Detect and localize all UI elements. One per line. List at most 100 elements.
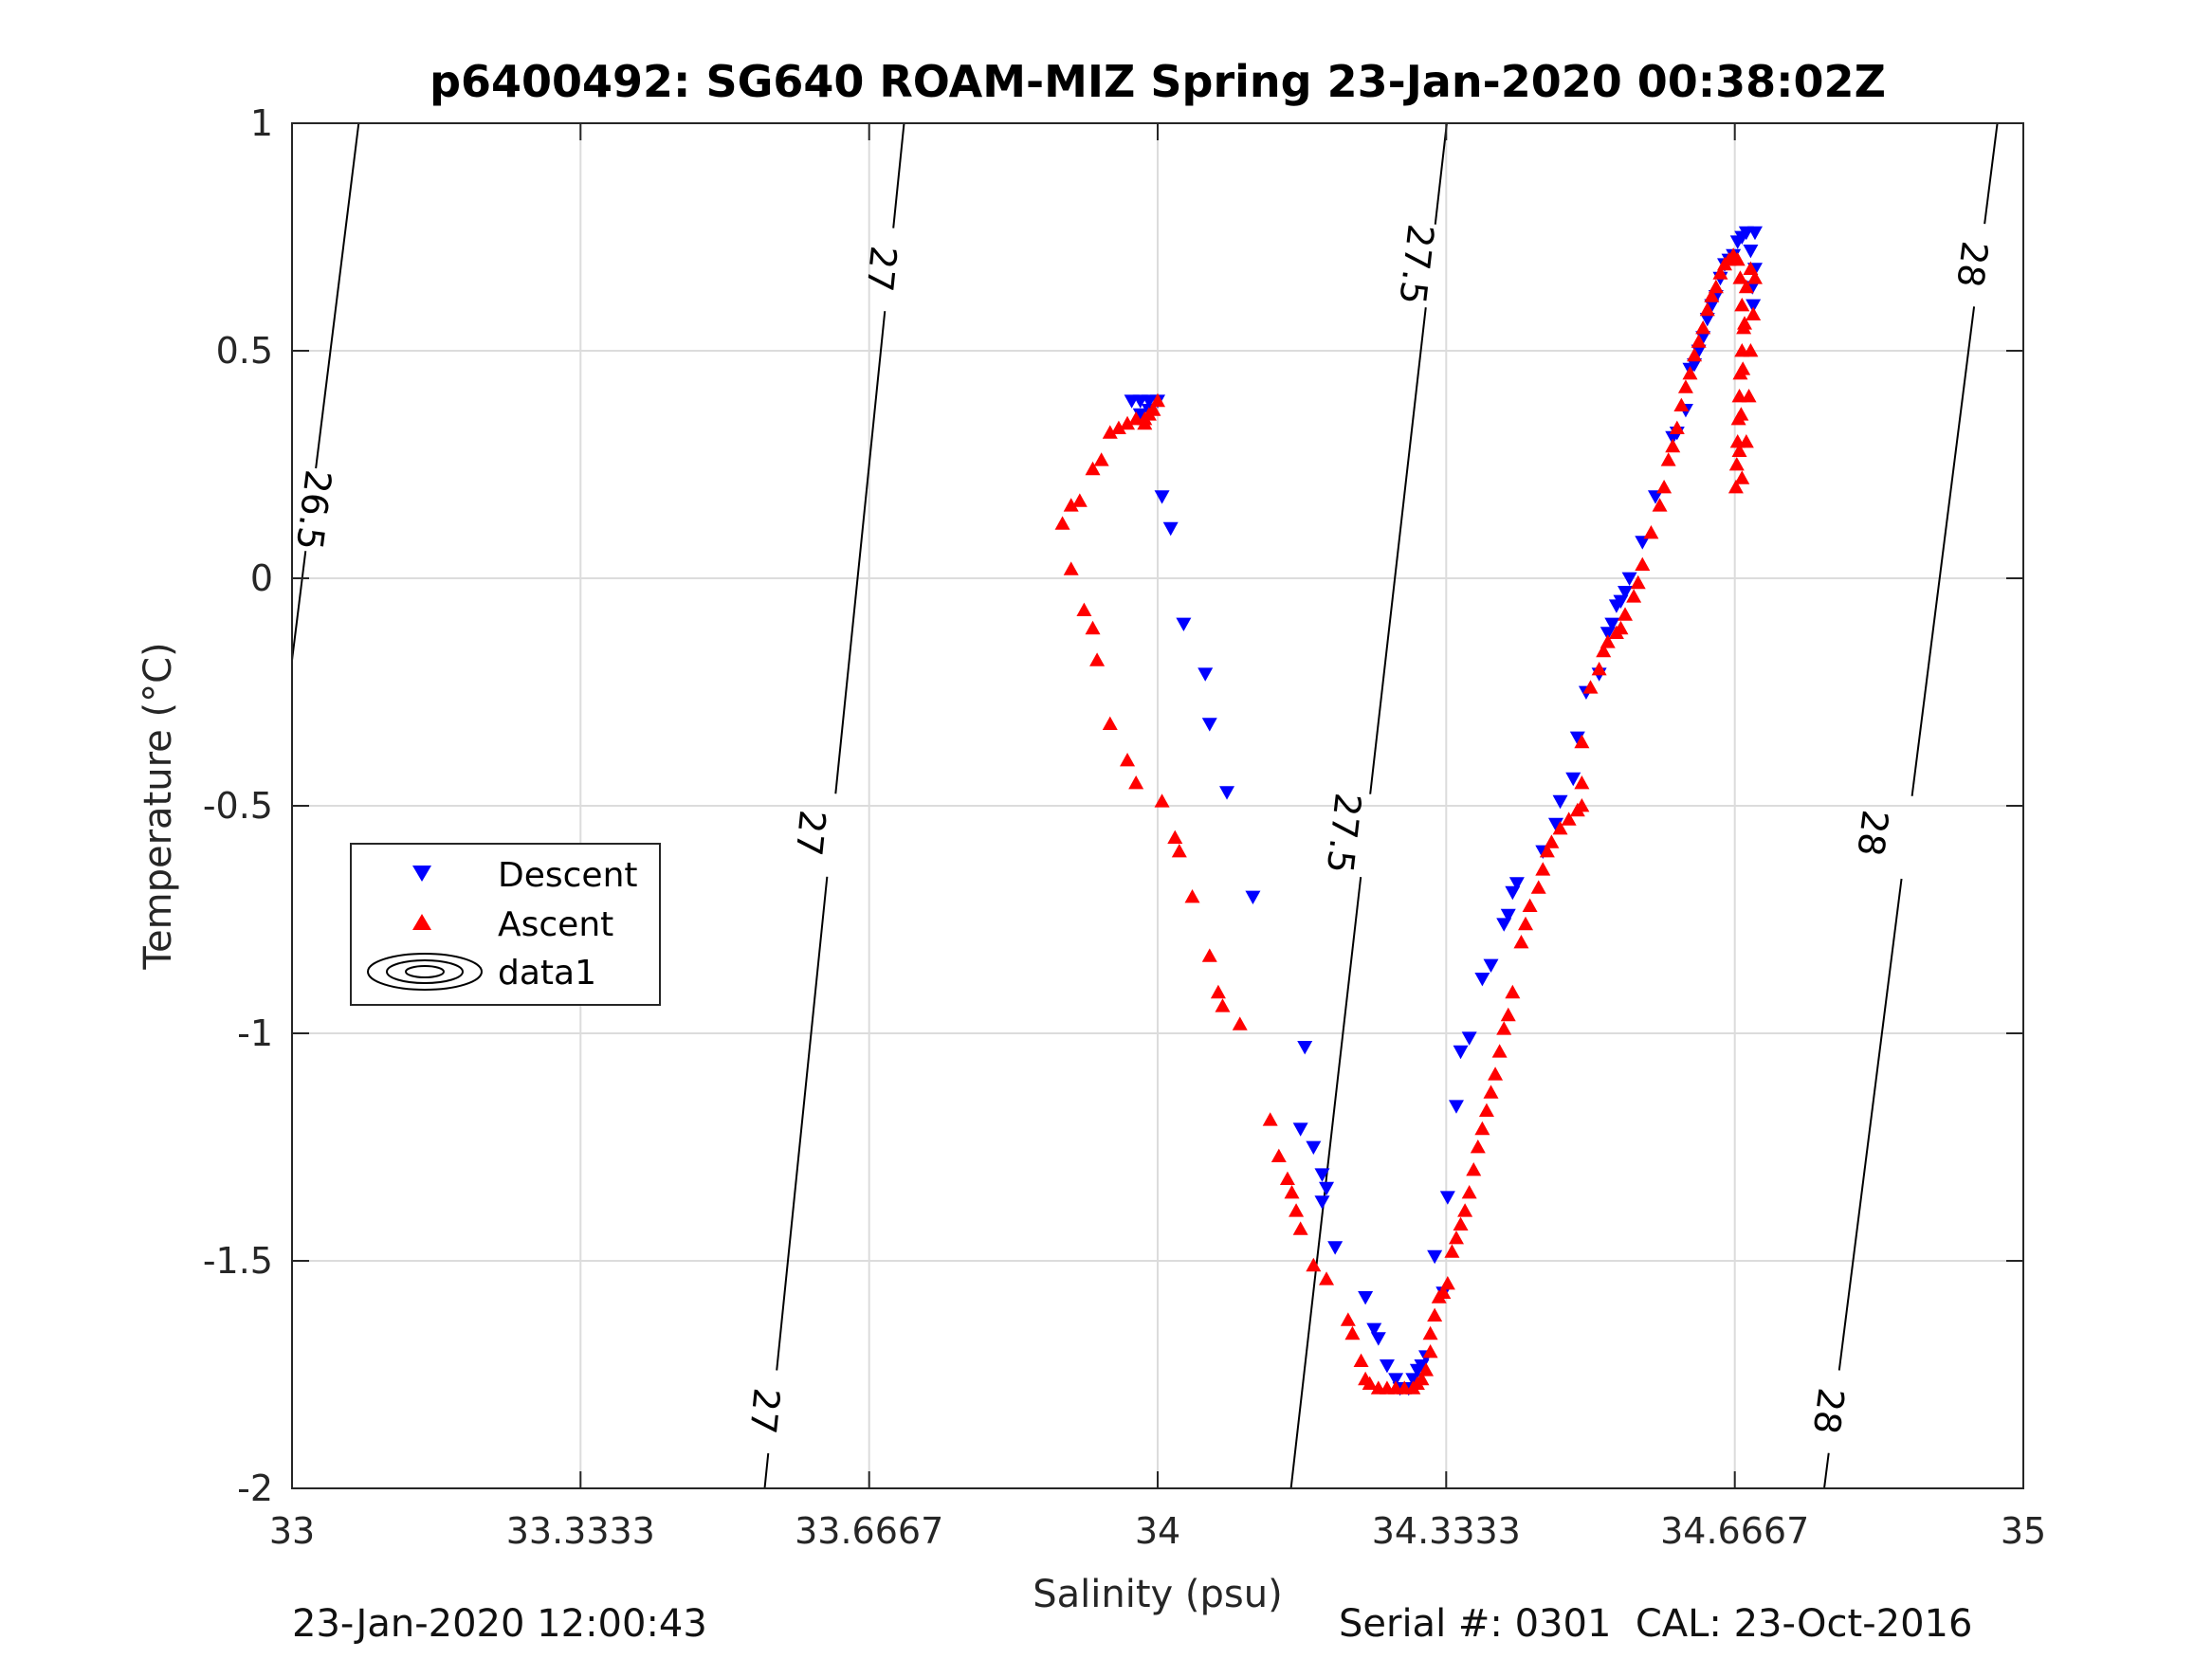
descent-point	[1618, 586, 1634, 600]
ascent-point	[1453, 1216, 1469, 1231]
descent-point	[1474, 973, 1490, 987]
descent-point	[1201, 718, 1217, 732]
isopycnal-line	[776, 876, 829, 1371]
isopycnal-line	[834, 311, 887, 794]
ascent-point	[1089, 652, 1106, 666]
ascent-point	[1695, 320, 1711, 335]
y-tick-label: 0.5	[216, 330, 273, 372]
descent-point	[1314, 1195, 1330, 1210]
ascent-point	[1232, 1016, 1248, 1030]
descent-point	[1219, 786, 1235, 800]
ascent-point	[1539, 844, 1555, 858]
ascent-point	[1284, 1185, 1300, 1199]
isopycnal-label: 27.5	[1391, 222, 1441, 306]
ascent-point	[1150, 392, 1165, 408]
descent-point	[1132, 408, 1148, 423]
ascent-point	[1691, 334, 1707, 348]
density-contours: 26.5 27 27 27 27.5 27.5 28 28 28	[288, 122, 1999, 1489]
ascent-point	[1544, 834, 1560, 848]
ascent-point	[1652, 498, 1668, 512]
ascent-point	[1071, 493, 1088, 507]
descent-point	[1427, 1249, 1443, 1265]
ascent-point	[1427, 1307, 1443, 1322]
isopycnal-line	[1983, 122, 1999, 225]
ascent-point	[1731, 389, 1747, 403]
ascent-point	[1483, 1085, 1499, 1099]
descent-point	[1647, 490, 1663, 504]
ascent-point	[1535, 862, 1551, 876]
y-tick-label: -2	[237, 1468, 273, 1509]
descent-point	[1388, 1373, 1404, 1387]
descent-point	[1508, 877, 1525, 891]
ascent-point	[1708, 279, 1724, 294]
isopycnal-line	[1823, 1452, 1830, 1489]
isopycnal-label: 27	[858, 244, 905, 294]
ascent-point	[1574, 798, 1590, 812]
ascent-point	[1110, 420, 1126, 434]
ascent-point	[1063, 561, 1079, 575]
descent-point	[1695, 331, 1711, 345]
x-tick-label: 33.3333	[506, 1510, 655, 1552]
ascent-point	[1279, 1171, 1295, 1185]
ascent-point	[1422, 1325, 1438, 1340]
ascent-point	[1466, 1162, 1482, 1176]
footer-serial-cal: Serial #: 0301 CAL: 23-Oct-2016	[1339, 1602, 1973, 1646]
ascent-point	[1500, 1007, 1516, 1022]
descent-point	[1621, 572, 1637, 586]
ascent-point	[1128, 775, 1144, 790]
ascent-point	[1669, 420, 1685, 434]
y-axis-label: Temperature (°C)	[137, 642, 180, 970]
descent-point	[1565, 772, 1581, 787]
ascent-point	[1491, 1044, 1508, 1058]
descent-point	[1500, 908, 1516, 923]
ascent-point	[1738, 434, 1754, 448]
ascent-series	[1054, 247, 1763, 1395]
isopycnal-line	[1837, 878, 1903, 1371]
ascent-point	[1120, 415, 1136, 430]
isopycnal-label: 27.5	[1319, 791, 1369, 875]
ascent-point	[1630, 574, 1646, 590]
ascent-point	[1271, 1148, 1287, 1162]
descent-point	[1306, 1140, 1322, 1155]
legend-ascent-label: Ascent	[498, 905, 613, 944]
legend-box	[350, 843, 661, 1006]
legend-descent-label: Descent	[498, 856, 638, 895]
ascent-point	[1184, 889, 1200, 903]
ascent-point	[1478, 1103, 1494, 1117]
ascent-point	[1344, 1325, 1361, 1340]
ascent-point	[1618, 607, 1634, 621]
ascent-point	[1093, 452, 1109, 466]
ascent-point	[1733, 407, 1749, 421]
ascent-point	[1120, 753, 1136, 767]
ascent-point	[1474, 1121, 1490, 1136]
ascent-point	[1656, 480, 1673, 494]
legend-contour-icon	[367, 953, 483, 991]
descent-point	[1746, 299, 1762, 313]
ascent-point	[1712, 265, 1728, 280]
descent-point	[1154, 490, 1170, 504]
descent-point	[1699, 313, 1715, 327]
ascent-point	[1422, 1344, 1438, 1358]
descent-point	[1453, 1045, 1469, 1060]
ascent-point	[1737, 316, 1753, 330]
ascent-point	[1289, 1203, 1305, 1217]
ascent-point	[1461, 1185, 1477, 1199]
ascent-point	[1574, 775, 1590, 790]
ascent-point	[1734, 470, 1750, 484]
ascent-point	[1677, 379, 1693, 393]
ascent-point	[1574, 734, 1590, 749]
ascent-point	[1210, 984, 1226, 999]
descent-point	[1314, 1168, 1330, 1182]
isopycnal-label: 27	[788, 809, 834, 859]
x-tick-label: 33	[269, 1510, 315, 1552]
ascent-point	[1746, 270, 1763, 284]
ascent-point	[1591, 662, 1607, 676]
ascent-point	[1643, 525, 1659, 539]
descent-point	[1292, 1122, 1308, 1137]
ascent-point	[1414, 1371, 1430, 1386]
ascent-point	[1085, 620, 1101, 635]
legend: Descent Ascent data1	[350, 843, 661, 1006]
ascent-point	[1743, 343, 1759, 357]
ascent-point	[1687, 347, 1703, 362]
ascent-point	[1137, 415, 1153, 430]
